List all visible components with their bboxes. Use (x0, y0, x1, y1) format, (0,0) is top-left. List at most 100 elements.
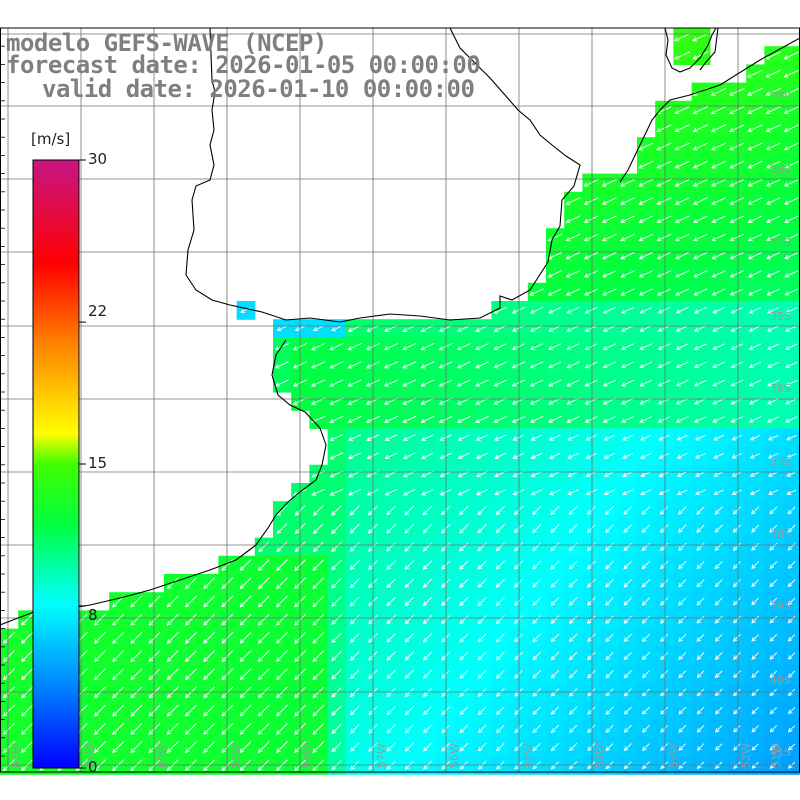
wind-arrow (766, 361, 780, 369)
wind-arrow (348, 488, 361, 496)
wind-arrow (550, 542, 560, 552)
wind-arrow (586, 560, 596, 570)
wind-arrow (605, 724, 614, 733)
wind-arrow (550, 560, 560, 570)
wind-arrow (239, 722, 252, 735)
wind-arrow (422, 633, 433, 643)
wind-arrow (184, 668, 197, 681)
wind-arrow (785, 343, 798, 350)
wind-arrow (784, 251, 799, 260)
wind-arrow (493, 415, 507, 423)
wind-arrow (493, 343, 507, 351)
wind-arrow (748, 343, 762, 350)
latitude-label: 34S (770, 236, 791, 249)
wind-arrow (732, 542, 742, 551)
wind-arrow (221, 704, 234, 717)
wind-arrow (402, 343, 417, 351)
wind-arrow (658, 489, 670, 496)
wind-arrow (769, 706, 778, 715)
wind-arrow (783, 160, 799, 169)
wind-arrow (331, 669, 342, 680)
wind-arrow (529, 325, 544, 332)
wind-arrow (729, 233, 744, 242)
wind-arrow (569, 724, 578, 733)
wind-arrow (456, 379, 471, 387)
wind-arrow (184, 722, 197, 735)
wind-arrow (585, 452, 597, 459)
wind-arrow (602, 270, 617, 278)
wind-arrow (402, 434, 416, 441)
wind-arrow (257, 741, 270, 753)
wind-arrow (402, 379, 417, 387)
wind-arrow (386, 596, 396, 607)
longitude-label: 60W (156, 743, 169, 768)
wind-arrow (711, 197, 726, 205)
wind-arrow (693, 343, 707, 350)
wind-arrow (729, 160, 745, 169)
wind-arrow (711, 288, 726, 296)
wind-arrow (567, 452, 579, 459)
wind-arrow (674, 142, 690, 151)
wind-arrow (769, 524, 778, 533)
wind-arrow (547, 233, 563, 242)
wind-arrow (692, 33, 709, 42)
wind-arrow (696, 579, 705, 588)
wind-arrow (749, 489, 761, 495)
wind-arrow (639, 343, 653, 351)
wind-arrow (529, 288, 544, 296)
wind-arrow (331, 741, 342, 753)
wind-arrow (641, 633, 651, 642)
wind-arrow (386, 541, 397, 552)
wind-arrow (732, 561, 741, 570)
wind-arrow (659, 506, 669, 515)
wind-arrow (148, 631, 161, 644)
wind-arrow (768, 471, 779, 477)
wind-arrow (529, 415, 544, 423)
wind-arrow (276, 650, 288, 662)
wind-arrow (585, 434, 597, 441)
wind-arrow (477, 669, 487, 679)
wind-arrow (785, 416, 798, 423)
wind-arrow (350, 724, 360, 734)
wind-arrow (656, 197, 672, 205)
wind-arrow (477, 505, 487, 516)
longitude-label: 54W (594, 743, 607, 768)
wind-arrow (548, 452, 561, 459)
wind-arrow (733, 652, 741, 660)
wind-arrow (404, 724, 414, 734)
wind-arrow (402, 488, 416, 496)
wind-arrow (786, 471, 797, 477)
wind-arrow (733, 725, 741, 733)
wind-arrow (221, 668, 234, 681)
wind-arrow (711, 160, 727, 169)
wind-arrow (660, 724, 669, 733)
wind-arrow (529, 343, 544, 351)
wind-arrow (331, 650, 342, 662)
wind-arrow (21, 650, 34, 663)
wind-arrow (641, 651, 651, 661)
wind-arrow (2, 631, 15, 644)
wind-arrow (711, 270, 726, 278)
wind-arrow (692, 160, 708, 169)
wind-arrow (459, 523, 469, 534)
wind-arrow (532, 597, 542, 606)
wind-arrow (21, 631, 34, 644)
wind-arrow (548, 325, 562, 332)
wind-arrow (623, 524, 633, 534)
wind-arrow (239, 631, 252, 644)
wind-arrow (605, 542, 614, 552)
wind-arrow (729, 197, 745, 205)
wind-arrow (203, 668, 216, 681)
wind-arrow (239, 650, 252, 662)
wind-arrow (276, 631, 288, 644)
wind-arrow (605, 560, 614, 570)
wind-arrow (274, 361, 289, 369)
wind-arrow (747, 124, 763, 133)
wind-arrow (641, 560, 651, 570)
wind-arrow (459, 542, 469, 552)
wind-arrow (714, 597, 723, 606)
wind-arrow (386, 633, 396, 643)
wind-arrow (349, 560, 360, 571)
wind-arrow (659, 542, 669, 552)
